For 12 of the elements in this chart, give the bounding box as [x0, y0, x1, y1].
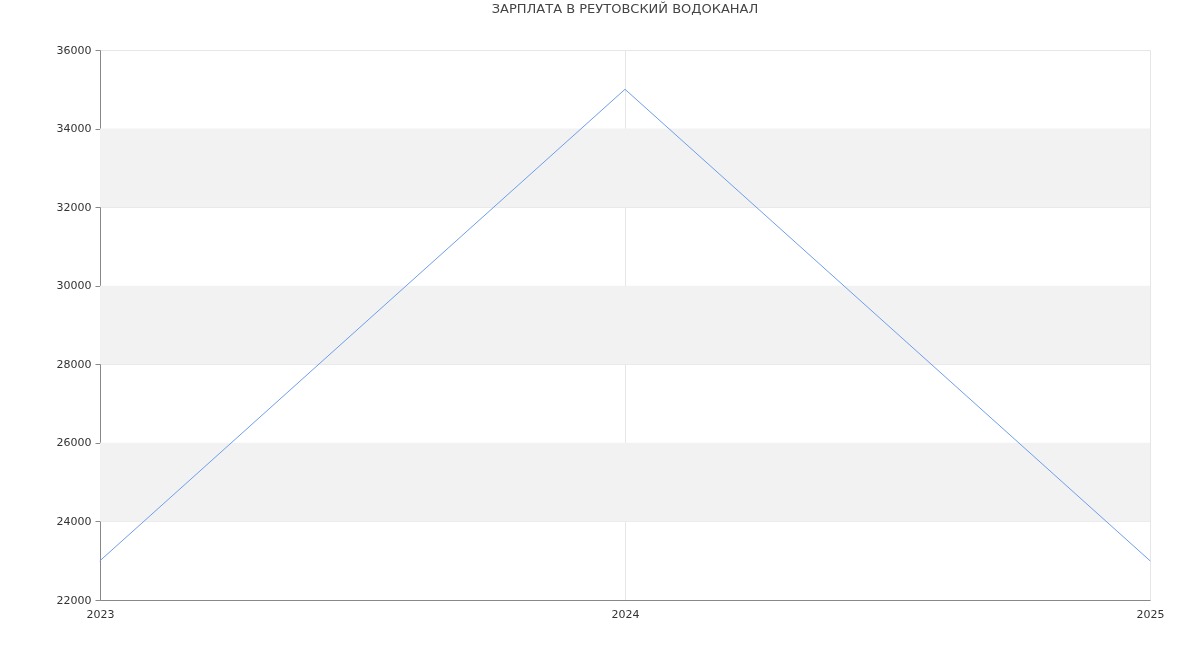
chart-title: ЗАРПЛАТА В РЕУТОВСКИЙ ВОДОКАНАЛ [491, 1, 759, 16]
y-tick-label: 30000 [56, 279, 92, 293]
x-tick-label: 2023 [86, 607, 115, 621]
y-tick-label: 22000 [56, 593, 92, 607]
y-tick-label: 24000 [56, 514, 92, 528]
x-tick-label: 2024 [611, 607, 640, 621]
y-tick-label: 36000 [56, 43, 92, 57]
y-tick-label: 32000 [56, 200, 92, 214]
y-tick-label: 34000 [56, 122, 92, 136]
y-tick-label: 28000 [56, 357, 92, 371]
x-tick-label: 2025 [1136, 607, 1165, 621]
y-tick-label: 26000 [56, 436, 92, 450]
